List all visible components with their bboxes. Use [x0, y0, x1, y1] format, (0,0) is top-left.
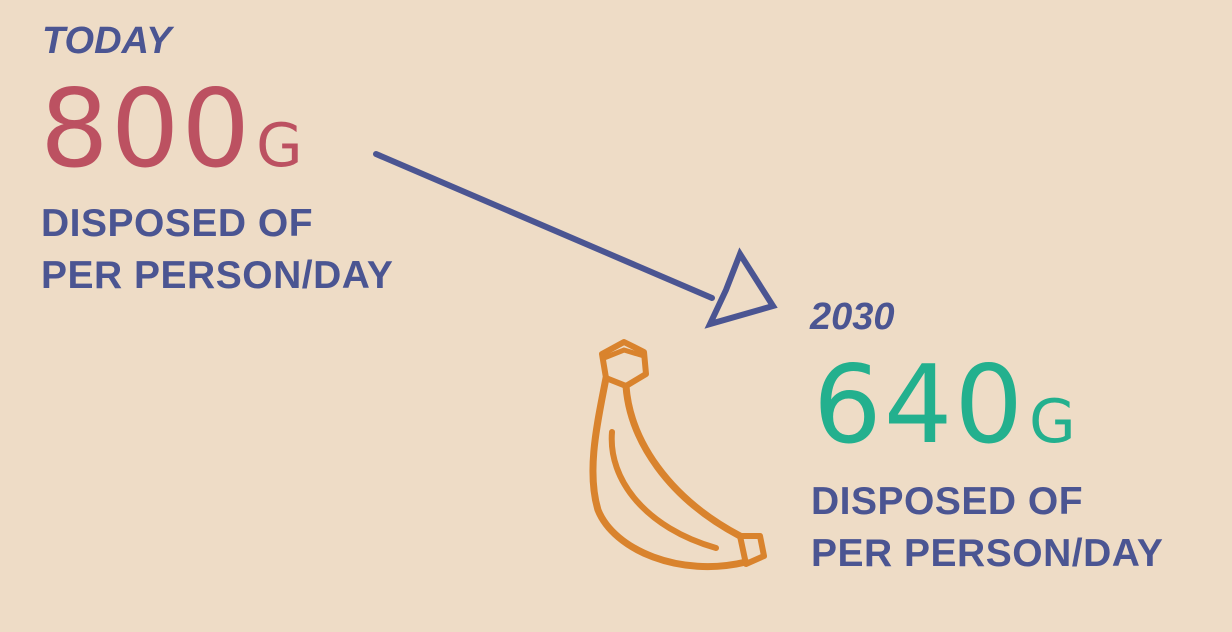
future-caption-line2: PER PERSON/DAY [811, 532, 1164, 575]
future-amount-value: 640 [813, 343, 1026, 468]
banana-tip [737, 533, 767, 567]
banana-outer-edge [589, 374, 750, 571]
future-amount-unit: G [1029, 387, 1076, 457]
arrow-head [704, 247, 778, 329]
future-caption-line1: DISPOSED OF [811, 480, 1084, 523]
today-stat-block: TODAY 800G DISPOSED OF PER PERSON/DAY [0, 0, 600, 320]
future-caption: DISPOSED OF PER PERSON/DAY [811, 476, 1163, 580]
today-amount-unit: G [256, 111, 303, 181]
today-label: TODAY [42, 20, 172, 62]
today-caption-line1: DISPOSED OF [41, 202, 314, 245]
arrow-shaft [373, 151, 715, 301]
future-stat-block: 2030 640G DISPOSED OF PER PERSON/DAY [780, 280, 1232, 632]
future-amount: 640G [813, 352, 1076, 460]
banana-rib [608, 429, 719, 551]
banana-inner-edge [622, 382, 744, 540]
future-label: 2030 [810, 296, 895, 338]
today-caption: DISPOSED OF PER PERSON/DAY [41, 198, 393, 302]
arrow-down-right-icon [373, 151, 778, 329]
today-caption-line2: PER PERSON/DAY [41, 254, 394, 297]
banana-icon [589, 339, 767, 571]
banana-stem-line [601, 347, 647, 361]
today-amount: 800G [40, 76, 303, 184]
today-amount-value: 800 [40, 67, 253, 192]
